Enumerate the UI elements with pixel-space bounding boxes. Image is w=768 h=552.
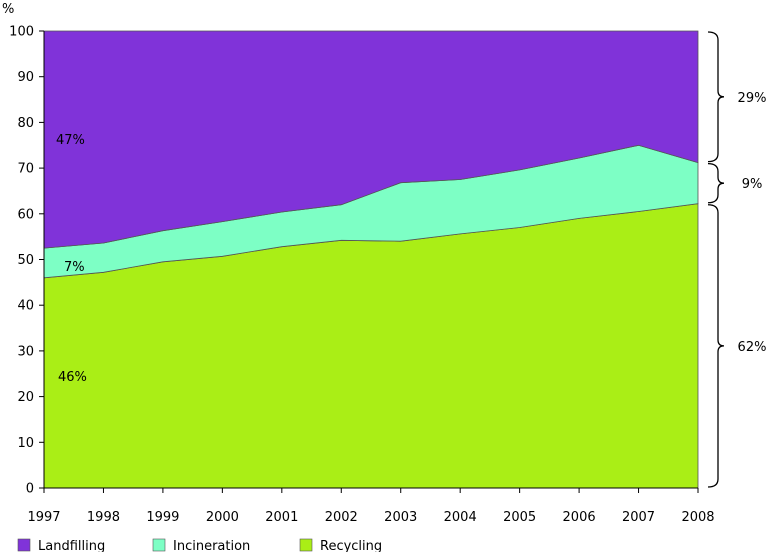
x-axis-ticks: 1997 1998 1999 2000 2001 2002 2003 2004 2005 2006… — [27, 488, 715, 525]
area-layer — [43, 30, 699, 489]
x-tick-label: 1998 — [87, 510, 120, 525]
share-brackets: 29% 9% 62% — [707, 31, 767, 488]
y-tick-label: 10 — [17, 436, 34, 451]
y-tick-label: 20 — [17, 390, 34, 405]
x-tick-label: 2000 — [206, 510, 239, 525]
x-tick-label: 1997 — [27, 510, 60, 525]
x-tick-label: 2008 — [681, 510, 714, 525]
y-axis-ticks: 0 10 20 30 40 50 60 70 80 90 100 — [9, 25, 44, 497]
bracket-label: 62% — [738, 340, 767, 355]
y-tick-label: 100 — [9, 25, 34, 40]
area-landfilling — [43, 30, 699, 249]
y-tick-label: 0 — [26, 482, 34, 497]
y-tick-label: 90 — [17, 70, 34, 85]
x-tick-label: 2005 — [503, 510, 536, 525]
legend-swatch-landfilling — [17, 538, 31, 552]
y-tick-label: 50 — [17, 253, 34, 268]
recycling-start-label: 46% — [58, 370, 87, 385]
x-tick-label: 2002 — [325, 510, 358, 525]
legend-label-incineration: Incineration — [173, 539, 250, 552]
legend-label-landfilling: Landfilling — [38, 539, 105, 552]
bracket — [707, 31, 725, 163]
y-tick-label: 40 — [17, 299, 34, 314]
x-tick-label: 1999 — [146, 510, 179, 525]
bracket-label: 29% — [738, 91, 767, 106]
y-tick-label: 60 — [17, 207, 34, 222]
legend: Landfilling Incineration Recycling — [17, 538, 382, 552]
y-axis-label: % — [2, 2, 14, 17]
legend-label-recycling: Recycling — [320, 539, 382, 552]
y-tick-label: 80 — [17, 116, 34, 131]
bracket — [707, 204, 725, 488]
incineration-start-label: 7% — [64, 260, 85, 275]
y-tick-label: 70 — [17, 162, 34, 177]
x-tick-label: 2004 — [444, 510, 477, 525]
x-tick-label: 2001 — [265, 510, 298, 525]
legend-swatch-recycling — [299, 538, 313, 552]
bracket-label: 9% — [742, 177, 763, 192]
legend-swatch-incineration — [152, 538, 166, 552]
bracket — [707, 162, 725, 204]
x-tick-label: 2006 — [563, 510, 596, 525]
landfilling-start-label: 47% — [56, 133, 85, 148]
y-tick-label: 30 — [17, 344, 34, 359]
x-tick-label: 2007 — [622, 510, 655, 525]
x-tick-label: 2003 — [384, 510, 417, 525]
